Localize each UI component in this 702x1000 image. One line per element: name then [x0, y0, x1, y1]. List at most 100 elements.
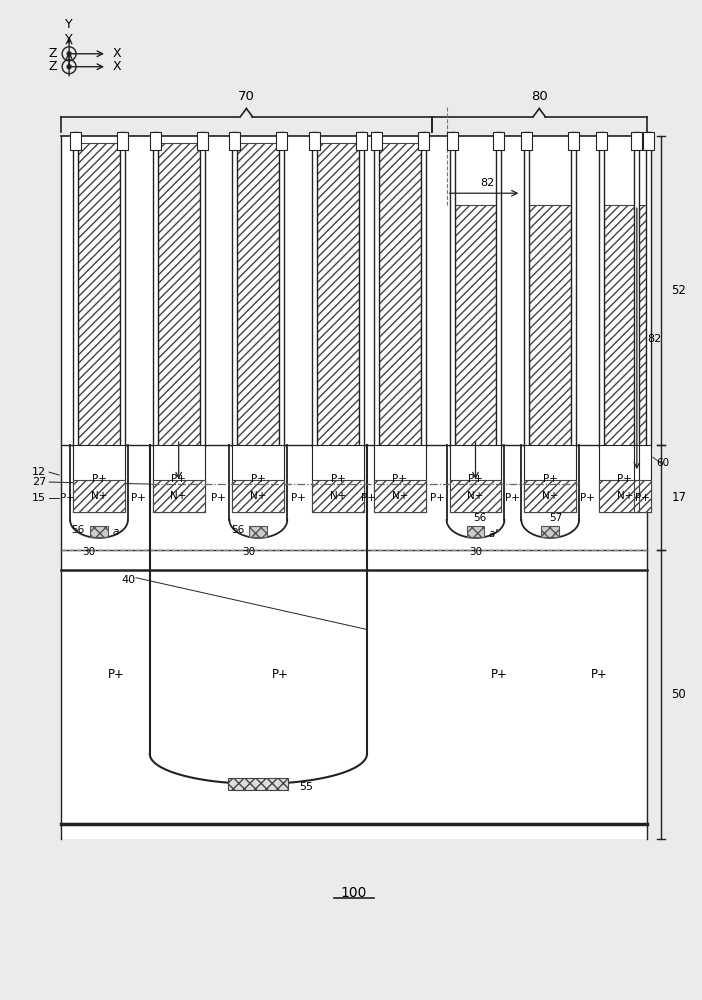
Bar	[371, 132, 382, 150]
Bar	[232, 445, 284, 512]
Text: 55: 55	[299, 782, 313, 792]
Text: P+: P+	[543, 474, 557, 484]
Text: Z: Z	[49, 60, 58, 73]
Text: 82: 82	[648, 334, 662, 344]
Text: 57: 57	[550, 513, 563, 523]
Circle shape	[67, 52, 71, 56]
Text: P+: P+	[468, 474, 483, 484]
Text: 80: 80	[531, 90, 548, 103]
Text: 30: 30	[469, 547, 482, 557]
Text: N+: N+	[330, 491, 346, 501]
Text: P+: P+	[272, 668, 289, 681]
Text: P+: P+	[505, 493, 520, 503]
Bar	[596, 132, 607, 150]
Bar	[312, 445, 364, 512]
Bar	[232, 132, 237, 447]
Bar	[158, 143, 199, 472]
Text: 56: 56	[473, 513, 486, 523]
Text: N+: N+	[468, 491, 484, 501]
Text: P+: P+	[580, 493, 595, 503]
Bar	[317, 143, 359, 472]
Bar	[634, 445, 639, 512]
Bar	[309, 132, 320, 150]
Bar	[455, 205, 496, 472]
Text: Y: Y	[65, 18, 73, 31]
Bar	[634, 480, 639, 512]
Text: P+: P+	[211, 493, 226, 503]
Bar	[571, 132, 576, 447]
Text: 56: 56	[72, 525, 85, 535]
Bar	[496, 132, 501, 447]
Bar	[312, 132, 317, 447]
Text: P+: P+	[362, 493, 376, 503]
Text: P+: P+	[291, 493, 305, 503]
Text: a: a	[113, 527, 119, 537]
Bar	[524, 132, 529, 447]
Bar	[153, 480, 204, 512]
Text: X: X	[112, 60, 121, 73]
Bar	[232, 480, 284, 512]
Bar	[467, 526, 484, 537]
Text: P+: P+	[430, 493, 445, 503]
Bar	[78, 143, 120, 472]
Text: 70: 70	[238, 90, 255, 103]
Bar	[524, 480, 576, 512]
Bar	[73, 480, 125, 512]
Text: a’: a’	[489, 529, 498, 539]
Text: P+: P+	[590, 668, 607, 681]
Bar	[249, 526, 267, 537]
Bar	[117, 132, 128, 150]
Text: 30: 30	[82, 547, 95, 557]
Text: 52: 52	[671, 284, 686, 297]
Text: 82: 82	[480, 178, 494, 188]
Bar	[524, 445, 576, 512]
Bar	[153, 132, 158, 447]
Text: 30: 30	[242, 547, 255, 557]
Text: 56: 56	[231, 525, 244, 535]
Text: P+: P+	[491, 668, 508, 681]
Bar	[199, 132, 204, 447]
Bar	[541, 526, 559, 537]
Bar	[446, 132, 458, 150]
Text: 60: 60	[656, 458, 669, 468]
Bar	[359, 132, 364, 447]
Bar	[150, 132, 161, 150]
Bar	[73, 132, 78, 447]
Text: P+: P+	[171, 474, 186, 484]
Bar	[230, 132, 241, 150]
Bar	[568, 132, 579, 150]
Bar	[604, 205, 646, 472]
Bar	[494, 132, 505, 150]
Text: P+: P+	[107, 668, 124, 681]
Text: P+: P+	[331, 474, 345, 484]
Text: 40: 40	[122, 575, 136, 585]
Bar	[420, 132, 425, 447]
Text: 12: 12	[32, 467, 46, 477]
Bar	[61, 136, 647, 839]
Text: N+: N+	[392, 491, 408, 501]
Text: P+: P+	[60, 493, 74, 503]
Bar	[379, 143, 420, 472]
Text: P+: P+	[131, 493, 146, 503]
Bar	[529, 205, 571, 472]
Bar	[599, 132, 604, 447]
Text: P+: P+	[91, 474, 107, 484]
Bar	[374, 132, 379, 447]
Bar	[279, 132, 284, 447]
Text: 50: 50	[671, 688, 686, 701]
Text: N+: N+	[91, 491, 107, 501]
Bar	[374, 480, 425, 512]
Circle shape	[67, 65, 71, 69]
Text: N+: N+	[250, 491, 267, 501]
Bar	[449, 132, 455, 447]
Bar	[374, 445, 425, 512]
Bar	[70, 132, 81, 150]
Text: 15: 15	[32, 493, 46, 503]
Text: P+: P+	[618, 474, 633, 484]
Bar	[634, 132, 639, 447]
Bar	[153, 445, 204, 512]
Text: N+: N+	[171, 491, 187, 501]
Bar	[228, 778, 289, 790]
Text: P+: P+	[251, 474, 266, 484]
Text: P+: P+	[392, 474, 407, 484]
